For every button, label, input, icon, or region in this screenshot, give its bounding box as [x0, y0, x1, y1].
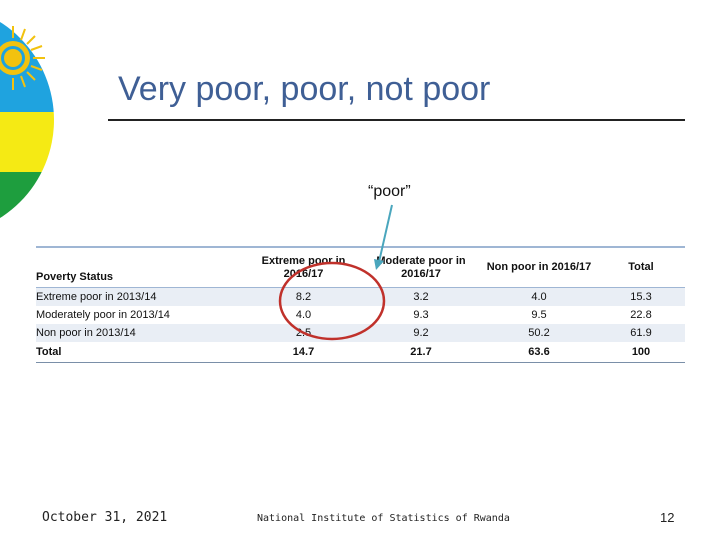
table-cell: 100 — [597, 342, 685, 363]
footer-organization: National Institute of Statistics of Rwan… — [257, 513, 510, 524]
row-label: Moderately poor in 2013/14 — [36, 309, 170, 321]
table-cell: 2.5 — [246, 324, 361, 342]
table-cell: 8.2 — [246, 287, 361, 306]
column-header: Moderate poor in 2016/17 — [361, 246, 481, 288]
flag-yellow-band — [0, 112, 54, 172]
slide-title: Very poor, poor, not poor — [118, 70, 491, 108]
table-row: Non poor in 2013/14 2.5 9.2 50.2 61.9 — [36, 324, 685, 342]
table-cell: 9.5 — [531, 309, 547, 321]
table-cell: 9.3 — [413, 309, 429, 321]
table-cell: 3.2 — [361, 287, 481, 306]
table-cell: 21.7 — [361, 342, 481, 363]
row-header: Poverty Status — [36, 246, 246, 288]
table-cell: 15.3 — [597, 287, 685, 306]
row-label: Extreme poor in 2013/14 — [36, 287, 246, 306]
table-cell: 4.0 — [481, 287, 597, 306]
table-header-row: Poverty Status Extreme poor in 2016/17 M… — [36, 246, 685, 288]
callout-label: “poor” — [368, 183, 411, 200]
flag-green-band — [0, 172, 54, 236]
table-row: Moderately poor in 2013/14 4.0 9.3 9.5 2… — [36, 306, 685, 324]
table-cell: 9.2 — [361, 324, 481, 342]
table-cell: 50.2 — [481, 324, 597, 342]
column-header: Total — [597, 246, 685, 288]
table-cell: 61.9 — [597, 324, 685, 342]
row-label: Total — [36, 342, 246, 363]
table-cell: 22.8 — [630, 309, 652, 321]
rwanda-flag-emblem — [0, 4, 54, 236]
table-cell: 14.7 — [246, 342, 361, 363]
table-cell: 4.0 — [295, 309, 312, 321]
table-total-row: Total 14.7 21.7 63.6 100 — [36, 342, 685, 363]
poverty-transition-table: Poverty Status Extreme poor in 2016/17 M… — [36, 246, 685, 363]
footer-date: October 31, 2021 — [42, 510, 168, 525]
table-cell: 63.6 — [481, 342, 597, 363]
column-header: Non poor in 2016/17 — [481, 246, 597, 288]
row-label: Non poor in 2013/14 — [36, 324, 246, 342]
title-underline — [108, 119, 685, 121]
column-header: Extreme poor in 2016/17 — [246, 246, 361, 288]
sun-icon — [0, 26, 45, 90]
table-row: Extreme poor in 2013/14 8.2 3.2 4.0 15.3 — [36, 287, 685, 306]
page-number: 12 — [660, 510, 675, 525]
